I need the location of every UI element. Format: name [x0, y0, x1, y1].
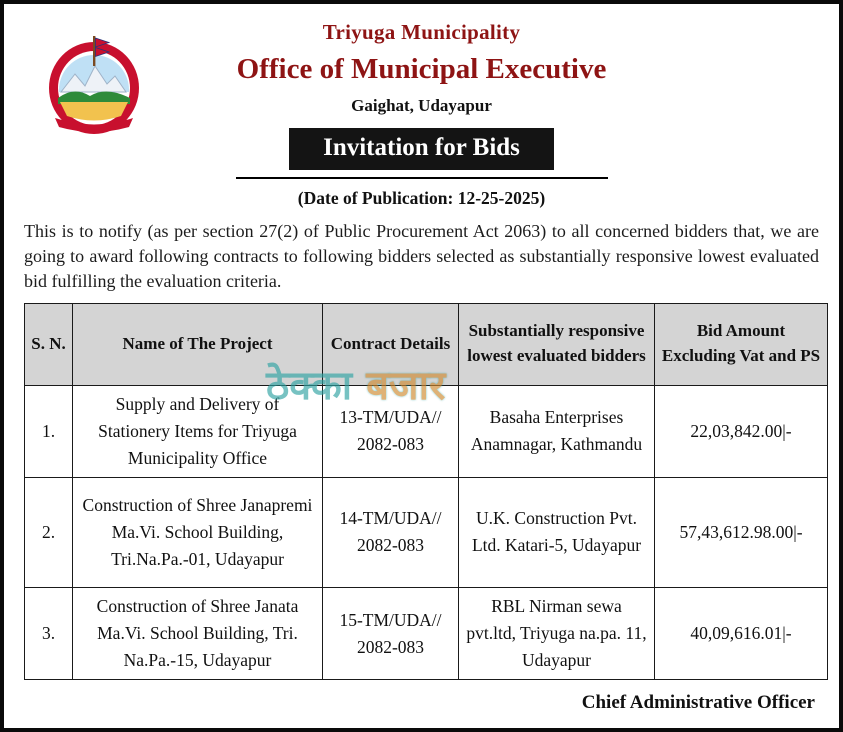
table-row: 1. Supply and Delivery of Stationery Ite… — [24, 384, 828, 478]
title-divider — [235, 177, 608, 179]
table-header-row: S. N. Name of The Project Contract Detai… — [24, 302, 828, 386]
cell-bidder: Basaha Enterprises Anamnagar, Kathmandu — [458, 384, 655, 478]
cell-sn: 1. — [24, 384, 73, 478]
notice-body-text: This is to notify (as per section 27(2) … — [24, 221, 819, 292]
notice-title-wrap: Invitation for Bids — [4, 116, 839, 170]
cell-contract: 15-TM/UDA// 2082-083 — [322, 586, 459, 681]
column-header-contract: Contract Details — [322, 302, 459, 386]
municipality-name: Triyuga Municipality — [322, 20, 521, 44]
table-row: 2. Construction of Shree Janapremi Ma.Vi… — [24, 476, 828, 588]
cell-amount: 40,09,616.01|- — [654, 586, 828, 681]
column-header-bidders: Substantially responsive lowest evaluate… — [458, 302, 655, 386]
publication-date: (Date of Publication: 12-25-2025) — [297, 188, 546, 208]
notice-title: Invitation for Bids — [289, 128, 554, 170]
column-header-sn: S. N. — [24, 302, 73, 386]
column-header-amount: Bid Amount Excluding Vat and PS — [654, 302, 828, 386]
cell-amount: 57,43,612.98.00|- — [654, 476, 828, 588]
cell-contract: 13-TM/UDA// 2082-083 — [322, 384, 459, 478]
cell-amount: 22,03,842.00|- — [654, 384, 828, 478]
office-title: Office of Municipal Executive — [236, 53, 607, 85]
cell-project: Construction of Shree Janata Ma.Vi. Scho… — [72, 586, 323, 681]
letterhead: Triyuga Municipality Office of Municipal… — [4, 4, 839, 209]
nepal-emblem-logo — [44, 32, 144, 136]
office-location: Gaighat, Udayapur — [351, 96, 492, 115]
cell-contract: 14-TM/UDA// 2082-083 — [322, 476, 459, 588]
bids-table: S. N. Name of The Project Contract Detai… — [24, 302, 828, 681]
cell-sn: 3. — [24, 586, 73, 681]
table-row: 3. Construction of Shree Janata Ma.Vi. S… — [24, 586, 828, 681]
cell-project: Construction of Shree Janapremi Ma.Vi. S… — [72, 476, 323, 588]
cell-bidder: RBL Nirman sewa pvt.ltd, Triyuga na.pa. … — [458, 586, 655, 681]
cell-project: Supply and Delivery of Stationery Items … — [72, 384, 323, 478]
column-header-project: Name of The Project — [72, 302, 323, 386]
cell-bidder: U.K. Construction Pvt. Ltd. Katari-5, Ud… — [458, 476, 655, 588]
cell-sn: 2. — [24, 476, 73, 588]
signatory-title: Chief Administrative Officer — [581, 692, 815, 714]
nepal-emblem-icon — [49, 36, 139, 134]
